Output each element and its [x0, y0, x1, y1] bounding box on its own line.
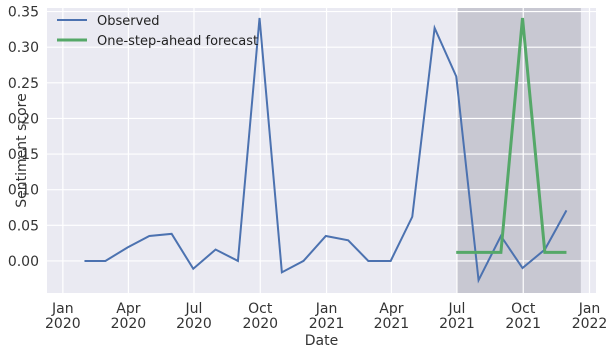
x-tick-label-year: 2021 [374, 316, 410, 332]
legend-label: Observed [97, 14, 160, 29]
x-tick-label-month: Jul [447, 301, 465, 317]
y-tick-label: 0.35 [8, 5, 39, 21]
x-tick-label-month: Apr [116, 301, 140, 317]
x-tick-label-year: 2020 [176, 316, 212, 332]
x-tick-label-year: 2020 [242, 316, 278, 332]
series-line-observed [84, 17, 568, 284]
x-tick-label-year: 2020 [111, 316, 147, 332]
x-tick-label-year: 2021 [439, 316, 475, 332]
series-line-forecast [456, 17, 567, 254]
x-axis-label: Date [305, 333, 338, 349]
y-tick-label: 0.25 [8, 76, 39, 92]
y-tick-label: 0.05 [8, 218, 39, 234]
x-tick-label-month: Apr [379, 301, 403, 317]
legend-label: One-step-ahead forecast [97, 34, 258, 49]
y-axis-label: Sentiment score [14, 93, 30, 207]
y-tick-label: 0.15 [8, 147, 39, 163]
x-tick-label-month: Jul [185, 301, 203, 317]
x-tick-label-year: 2021 [505, 316, 541, 332]
x-tick-label-year: 2020 [45, 316, 81, 332]
y-tick-label: 0.30 [8, 40, 39, 56]
y-tick-label: 0.00 [8, 254, 39, 270]
x-tick-label-month: Jan [315, 301, 338, 317]
x-tick-label-year: 2021 [309, 316, 345, 332]
x-tick-label-year: 2022 [572, 316, 608, 332]
x-tick-label-month: Jan [578, 301, 601, 317]
y-tick-label: 0.20 [8, 111, 39, 127]
x-tick-label-month: Oct [248, 301, 273, 317]
x-tick-label-month: Jan [51, 301, 74, 317]
y-tick-label: 0.10 [8, 183, 39, 199]
x-tick-label-month: Oct [511, 301, 536, 317]
